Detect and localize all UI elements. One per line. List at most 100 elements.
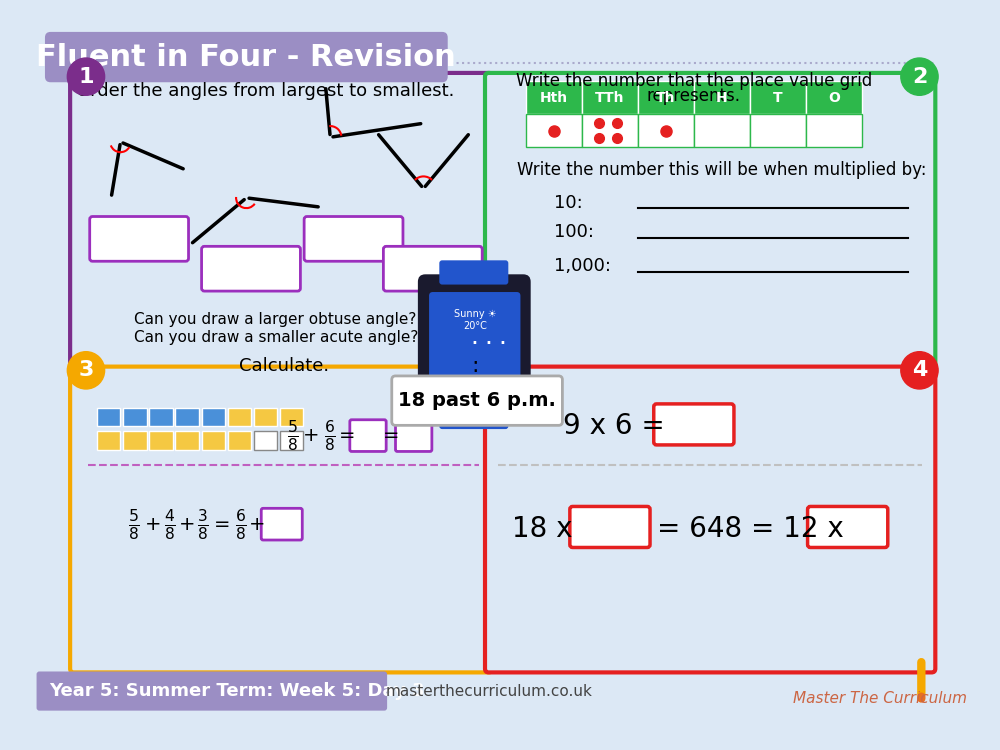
Text: 100:: 100: — [554, 224, 594, 242]
FancyBboxPatch shape — [123, 408, 147, 426]
FancyBboxPatch shape — [383, 246, 482, 291]
Text: 4: 4 — [912, 360, 927, 380]
FancyBboxPatch shape — [418, 274, 531, 415]
Text: Write the number that the place value grid: Write the number that the place value gr… — [516, 72, 872, 90]
Text: 1,000:: 1,000: — [554, 257, 611, 275]
Text: 9 x 6 =: 9 x 6 = — [563, 413, 665, 440]
Text: Fluent in Four - Revision: Fluent in Four - Revision — [36, 43, 456, 71]
Text: +: + — [178, 514, 195, 534]
Text: Sunny ☀: Sunny ☀ — [454, 310, 496, 320]
Text: Write the number this will be when multiplied by:: Write the number this will be when multi… — [517, 161, 926, 179]
Text: Year 5: Summer Term: Week 5: Day 3: Year 5: Summer Term: Week 5: Day 3 — [49, 682, 424, 700]
FancyBboxPatch shape — [97, 431, 120, 449]
Circle shape — [901, 352, 938, 389]
FancyBboxPatch shape — [202, 431, 225, 449]
Text: O: O — [828, 91, 840, 105]
Text: T: T — [773, 91, 783, 105]
FancyBboxPatch shape — [175, 408, 199, 426]
FancyBboxPatch shape — [582, 81, 638, 114]
FancyBboxPatch shape — [806, 81, 862, 114]
FancyBboxPatch shape — [280, 408, 303, 426]
FancyBboxPatch shape — [638, 114, 694, 146]
Text: TTh: TTh — [595, 91, 625, 105]
Text: $\frac{3}{8}$: $\frac{3}{8}$ — [197, 507, 209, 542]
Text: Hth: Hth — [540, 91, 568, 105]
Text: +: + — [249, 514, 266, 534]
Circle shape — [901, 58, 938, 95]
Text: ·: · — [485, 332, 493, 356]
FancyBboxPatch shape — [97, 408, 120, 426]
Text: $\frac{6}{8}$: $\frac{6}{8}$ — [235, 507, 247, 542]
FancyBboxPatch shape — [654, 404, 734, 445]
FancyBboxPatch shape — [123, 431, 147, 449]
Text: ·: · — [471, 332, 479, 356]
Text: 20°C: 20°C — [463, 320, 487, 331]
Text: 18 past 6 p.m.: 18 past 6 p.m. — [398, 391, 556, 410]
Text: 1: 1 — [78, 67, 94, 87]
Text: ·: · — [499, 332, 507, 356]
FancyBboxPatch shape — [70, 367, 492, 673]
Text: H: H — [716, 91, 728, 105]
FancyBboxPatch shape — [439, 405, 508, 429]
FancyBboxPatch shape — [806, 114, 862, 146]
Text: $\frac{5}{8}$: $\frac{5}{8}$ — [128, 507, 140, 542]
Text: 2: 2 — [912, 67, 927, 87]
Text: masterthecurriculum.co.uk: masterthecurriculum.co.uk — [385, 683, 592, 698]
FancyBboxPatch shape — [45, 32, 448, 82]
FancyBboxPatch shape — [175, 431, 199, 449]
Text: 3: 3 — [78, 360, 94, 380]
FancyBboxPatch shape — [485, 73, 935, 370]
FancyBboxPatch shape — [228, 431, 251, 449]
FancyBboxPatch shape — [304, 217, 403, 261]
FancyBboxPatch shape — [750, 81, 806, 114]
FancyBboxPatch shape — [202, 246, 300, 291]
FancyBboxPatch shape — [202, 408, 225, 426]
FancyBboxPatch shape — [582, 114, 638, 146]
FancyBboxPatch shape — [261, 509, 302, 540]
Text: Order the angles from largest to smallest.: Order the angles from largest to smalles… — [76, 82, 454, 100]
FancyBboxPatch shape — [90, 217, 189, 261]
Circle shape — [67, 58, 105, 95]
FancyBboxPatch shape — [350, 420, 386, 452]
Text: = 648 = 12 x: = 648 = 12 x — [657, 514, 843, 543]
FancyBboxPatch shape — [570, 506, 650, 548]
Text: $\frac{4}{8}$: $\frac{4}{8}$ — [164, 507, 176, 542]
Text: =: = — [214, 514, 230, 534]
FancyBboxPatch shape — [280, 431, 303, 449]
Text: =: = — [383, 426, 399, 445]
FancyBboxPatch shape — [149, 431, 173, 449]
FancyBboxPatch shape — [638, 81, 694, 114]
Text: Calculate.: Calculate. — [239, 357, 329, 375]
Text: $\frac{5}{8}$: $\frac{5}{8}$ — [287, 419, 299, 453]
Text: 18 x: 18 x — [512, 514, 573, 543]
FancyBboxPatch shape — [526, 114, 582, 146]
FancyBboxPatch shape — [149, 408, 173, 426]
Text: +: + — [145, 514, 161, 534]
Text: +: + — [303, 426, 320, 445]
FancyBboxPatch shape — [254, 408, 277, 426]
Text: :: : — [471, 356, 479, 376]
FancyBboxPatch shape — [485, 367, 935, 673]
FancyBboxPatch shape — [694, 81, 750, 114]
Text: $\frac{6}{8}$: $\frac{6}{8}$ — [324, 419, 336, 453]
Text: Master The Curriculum: Master The Curriculum — [793, 691, 967, 706]
FancyBboxPatch shape — [429, 292, 520, 393]
FancyBboxPatch shape — [808, 506, 888, 548]
Text: Th: Th — [656, 91, 676, 105]
FancyBboxPatch shape — [526, 81, 582, 114]
Text: 10:: 10: — [554, 194, 583, 211]
FancyBboxPatch shape — [694, 114, 750, 146]
FancyBboxPatch shape — [70, 73, 492, 370]
FancyBboxPatch shape — [750, 114, 806, 146]
Circle shape — [67, 352, 105, 389]
FancyBboxPatch shape — [439, 260, 508, 284]
Text: represents.: represents. — [647, 87, 741, 105]
Text: Can you draw a larger obtuse angle?: Can you draw a larger obtuse angle? — [134, 311, 417, 326]
FancyBboxPatch shape — [254, 431, 277, 449]
FancyBboxPatch shape — [396, 420, 432, 452]
FancyBboxPatch shape — [228, 408, 251, 426]
Text: =: = — [339, 426, 355, 445]
FancyBboxPatch shape — [37, 671, 387, 711]
Text: Can you draw a smaller acute angle?: Can you draw a smaller acute angle? — [134, 330, 419, 345]
FancyBboxPatch shape — [392, 376, 562, 425]
